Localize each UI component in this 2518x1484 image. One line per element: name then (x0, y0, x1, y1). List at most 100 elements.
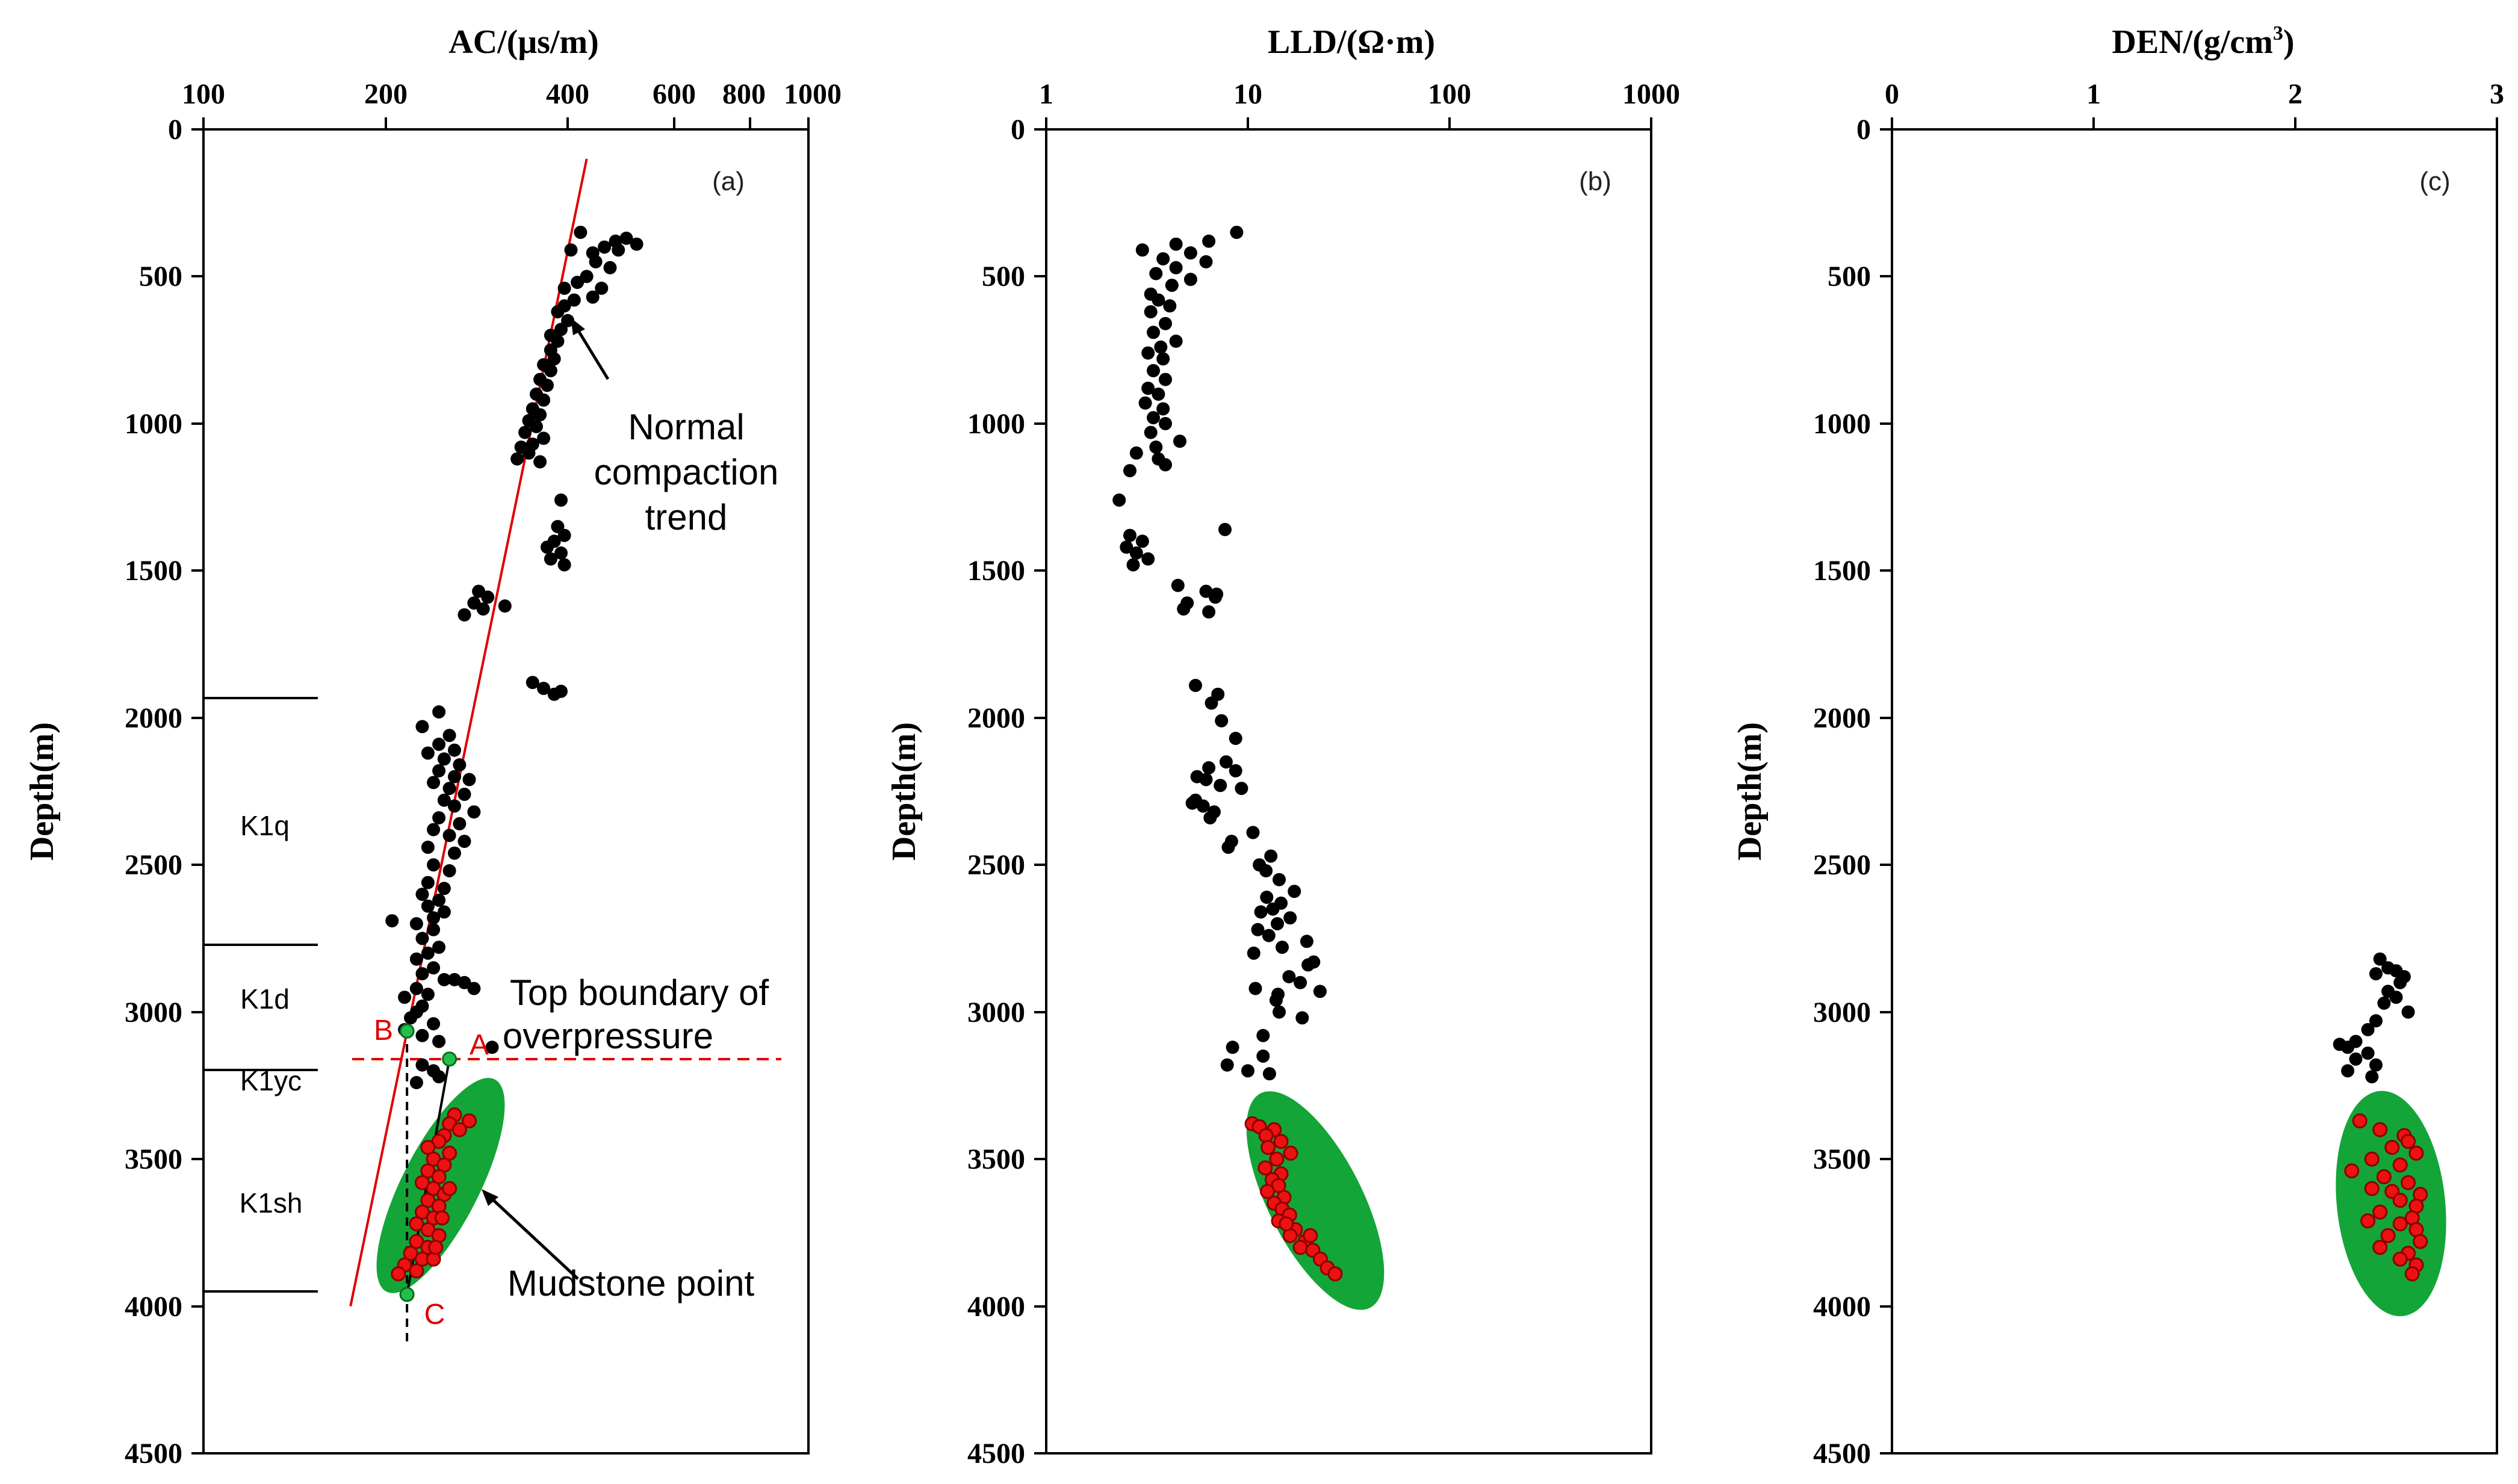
scatter-point-black (1254, 905, 1268, 919)
panel-a: 100 200 400 600 800 1000 0 500 1000 1500… (23, 23, 842, 1470)
y-tick-label: 3500 (967, 1143, 1025, 1175)
scatter-point-black (537, 393, 551, 407)
scatter-point-black (598, 240, 612, 254)
formation-lines (203, 697, 318, 1293)
scatter-point-black (630, 237, 643, 251)
scatter-point-black (1129, 446, 1143, 460)
scatter-point-black (1126, 558, 1140, 572)
scatter-point-black (544, 363, 557, 377)
point-label-a: A (470, 1029, 489, 1061)
mudstone-point-red (442, 1181, 457, 1196)
mudstone-point-red (2384, 1140, 2400, 1155)
scatter-point-black (1259, 864, 1273, 877)
scatter-point-black (1129, 546, 1143, 560)
scatter-point-black (603, 261, 617, 274)
scatter-point-black (432, 811, 446, 824)
scatter-point-black (1147, 326, 1160, 339)
scatter-point-black (1163, 299, 1177, 313)
scatter-point-black (1202, 761, 1216, 774)
scatter-point-black (421, 746, 435, 760)
scatter-point-black (1246, 826, 1260, 839)
mudstone-point-red (420, 1140, 436, 1155)
scatter-point-black (398, 991, 412, 1004)
scatter-point-black (1156, 402, 1170, 416)
scatter-point-black (427, 858, 441, 872)
mudstone-arrow (489, 1196, 579, 1280)
mudstone-point-red (2392, 1251, 2408, 1267)
scatter-point-black (1141, 552, 1155, 566)
y-tick-label: 0 (1856, 114, 1871, 146)
scatter-point-black (1196, 799, 1210, 813)
mudstone-point-red (2401, 1175, 2416, 1190)
scatter-point-black (1169, 261, 1183, 274)
scatter-point-black (1171, 578, 1185, 592)
mudstone-point-red (451, 1122, 467, 1137)
normal-trend-arrowhead (571, 318, 585, 335)
normal-trend-label-line2: compaction (594, 452, 779, 492)
scatter-point-black (1220, 1058, 1234, 1072)
scatter-point-black (1135, 534, 1149, 548)
mudstone-point-red (1261, 1140, 1276, 1155)
mudstone-point-red (2372, 1204, 2388, 1220)
scatter-point-black (1221, 840, 1235, 854)
mudstone-point-red (1269, 1151, 1285, 1167)
y-tick-label: 3500 (125, 1143, 182, 1175)
scatter-point-black (1183, 246, 1197, 260)
scatter-point-black (2369, 1014, 2383, 1028)
x-tick-label: 1 (1039, 78, 1053, 110)
plot-frame-c (1891, 128, 2498, 1455)
scatter-point-black (547, 352, 561, 366)
scatter-point-black (421, 946, 435, 960)
scatter-point-black (533, 408, 547, 422)
reference-point-green (442, 1051, 457, 1067)
mudstone-point-red (2392, 1157, 2408, 1173)
scatter-point-black (1156, 252, 1170, 266)
mudstone-point-red (2372, 1122, 2388, 1137)
scatter-point-black (1248, 982, 1262, 995)
scatter-point-black (1256, 1028, 1270, 1042)
scatter-point-black (385, 914, 399, 928)
scatter-point-black (2401, 1005, 2415, 1019)
normal-trend-arrow (575, 327, 610, 380)
scatter-point-black (1313, 985, 1327, 998)
mudstone-point-red (1273, 1134, 1289, 1149)
scatter-point-black (457, 975, 471, 989)
mudstone-point-red (2392, 1193, 2408, 1208)
scatter-point-black (510, 452, 524, 466)
mudstone-point-red (462, 1113, 477, 1129)
scatter-point-black (544, 552, 557, 566)
scatter-point-black (1214, 779, 1227, 793)
scatter-point-black (2361, 1023, 2375, 1036)
scatter-point-black (1271, 917, 1284, 930)
scatter-point-black (1229, 732, 1242, 745)
scatter-point-black (554, 493, 568, 507)
overpressure-label-line2: overpressure (503, 1016, 713, 1056)
scatter-point-black (1203, 811, 1217, 824)
scatter-point-black (1262, 929, 1276, 942)
scatter-point-black (442, 782, 456, 796)
y-tick-label: 500 (982, 261, 1025, 292)
scatter-point-black (2369, 967, 2383, 981)
y-tick-label: 1500 (125, 555, 182, 587)
scatter-point-black (595, 282, 609, 295)
scatter-point-black (589, 255, 603, 268)
mudstone-point-red (2360, 1213, 2376, 1229)
scatter-points-c (2333, 952, 2428, 1282)
y-ticks-b (1034, 128, 1046, 1455)
mudstone-point-red (409, 1216, 424, 1232)
scatter-point-black (1173, 434, 1186, 448)
scatter-point-black (586, 290, 600, 304)
scatter-point-black (1215, 714, 1229, 728)
scatter-point-black (1147, 411, 1160, 425)
scatter-point-black (453, 758, 467, 771)
scatter-point-black (1141, 346, 1155, 360)
reference-point-green (399, 1023, 415, 1039)
y-tick-label: 4500 (967, 1438, 1025, 1470)
scatter-points-a (385, 226, 643, 1302)
y-tick-label: 3000 (125, 997, 182, 1028)
scatter-point-black (1294, 975, 1307, 989)
y-tick-label: 2000 (1813, 702, 1871, 734)
scatter-point-black (476, 602, 490, 616)
scatter-point-black (442, 829, 456, 842)
mudstone-point-red (1327, 1266, 1343, 1282)
